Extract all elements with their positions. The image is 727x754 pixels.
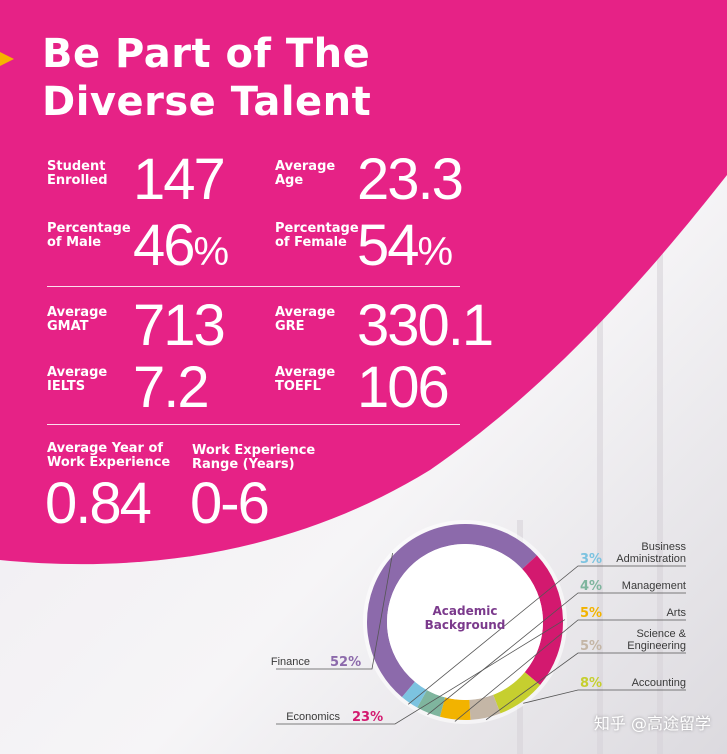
slice-percent-label: 52% [330,655,362,670]
male-unit: % [193,230,230,274]
slice-category-label: Business Administration [616,541,686,565]
slice-category-label: Science & Engineering [627,628,686,652]
work-years-label: Average Year of Work Experience [47,441,171,470]
slice-percent-label: 4% [580,579,603,594]
slice-percent-label: 5% [580,639,603,654]
slice-percent-label: 8% [580,676,603,691]
gmat-value: 713 [133,293,226,358]
slice-category-label: Management [621,580,686,592]
leader-line [276,552,393,670]
slice-category-label: Accounting [631,677,686,689]
slice-percent-label: 23% [352,710,384,725]
title-line-1: Be Part of The [42,31,371,77]
students-value: 147 [133,147,226,212]
leader-line [523,689,686,704]
work-range-value: 0-6 [190,471,270,536]
donut-slice-economics [522,555,563,685]
toefl-value: 106 [357,355,450,420]
donut-slice-arts [439,697,471,720]
work-years-value: 0.84 [45,471,152,536]
gmat-label: Average GMAT [47,305,108,334]
leader-line [427,592,686,716]
divider-1 [47,286,460,287]
female-value: 54% [357,216,453,282]
slice-percent-label: 3% [580,552,603,567]
toefl-label: Average TOEFL [275,365,336,394]
divider-2 [47,424,460,425]
leader-line [454,619,686,722]
work-range-label: Work Experience Range (Years) [192,443,316,472]
donut-slice-science-engineering [468,694,501,720]
slice-percent-label: 5% [580,606,603,621]
gre-label: Average GRE [275,305,336,334]
female-number: 54 [357,213,419,278]
slice-category-label: Economics [286,711,340,723]
donut-slice-business-administration [402,681,428,708]
title-line-2: Diverse Talent [42,79,372,125]
age-value: 23.3 [357,147,464,212]
gre-value: 330.1 [357,293,494,358]
male-number: 46 [133,213,195,278]
leader-line [485,652,686,721]
leader-line [407,565,686,705]
students-label: Student Enrolled [47,159,108,188]
watermark: 知乎 @高途留学 [593,714,711,733]
slice-category-label: Arts [666,607,686,619]
magenta-panel [0,0,727,565]
donut-slice-management [417,689,446,717]
ielts-label: Average IELTS [47,365,108,394]
slice-category-label: Finance [270,656,310,668]
chart-title: Academic Background [424,604,506,632]
age-label: Average Age [275,159,336,188]
leader-line [276,619,566,725]
chart-center [387,544,543,700]
donut-slice-finance [367,524,537,698]
donut-slice-accounting [492,671,541,714]
male-value: 46% [133,216,229,282]
male-label: Percentage of Male [47,221,131,250]
arrow-marker-icon [0,52,14,66]
ielts-value: 7.2 [133,355,210,420]
female-unit: % [417,230,454,274]
female-label: Percentage of Female [275,221,359,250]
page-title: Be Part of The Diverse Talent [42,30,371,126]
